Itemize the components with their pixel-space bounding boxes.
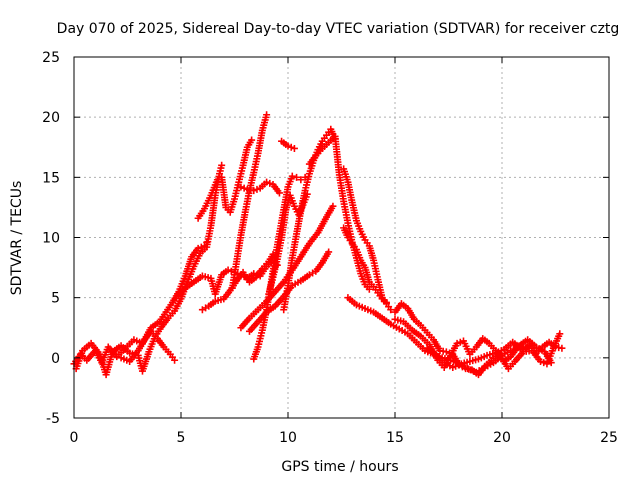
axes: 0 5 10 15 20 25 -5 0 5 10 15 20 25 xyxy=(42,50,618,446)
data-point xyxy=(194,244,202,252)
x-tick-label: 5 xyxy=(177,430,186,446)
data-points xyxy=(70,111,566,379)
series-sat-o xyxy=(305,132,373,293)
data-point xyxy=(248,136,256,144)
x-tick-label: 10 xyxy=(279,430,297,446)
data-point xyxy=(387,306,395,314)
data-point xyxy=(266,179,274,187)
data-point xyxy=(547,359,555,367)
data-point xyxy=(224,266,232,274)
data-point xyxy=(329,202,337,210)
data-point xyxy=(540,359,548,367)
data-point xyxy=(442,348,450,356)
y-tick-label: 20 xyxy=(42,110,60,126)
data-point xyxy=(297,176,305,184)
plot-frame xyxy=(73,56,610,419)
y-tick-label: 25 xyxy=(42,50,60,66)
series-sat-b xyxy=(72,161,226,379)
y-tick-label: 10 xyxy=(42,231,60,247)
data-point xyxy=(218,161,226,169)
data-point xyxy=(253,185,261,193)
x-tick-label: 25 xyxy=(600,430,618,446)
series-sat-f xyxy=(194,136,256,222)
data-point xyxy=(558,344,566,352)
x-tick-label: 20 xyxy=(493,430,511,446)
y-tick-label: 5 xyxy=(51,291,60,307)
data-point xyxy=(456,338,464,346)
y-axis-label: SDTVAR / TECUs xyxy=(9,181,25,296)
series-sat-g xyxy=(228,111,271,292)
chart-title: Day 070 of 2025, Sidereal Day-to-day VTE… xyxy=(57,21,620,37)
data-point xyxy=(325,248,333,256)
data-point xyxy=(365,285,373,293)
data-point xyxy=(293,173,301,181)
data-point xyxy=(290,144,298,152)
data-point xyxy=(284,142,292,150)
data-point xyxy=(227,267,235,275)
data-point xyxy=(275,189,283,197)
x-tick-label: 15 xyxy=(386,430,404,446)
data-point xyxy=(263,178,271,186)
series-sat-i xyxy=(237,202,337,332)
series-sat-t xyxy=(423,338,536,371)
series-sat-h xyxy=(237,178,283,197)
series-sat-c xyxy=(117,327,179,365)
data-point xyxy=(453,339,461,347)
data-point xyxy=(556,330,564,338)
data-point xyxy=(287,143,295,151)
data-point xyxy=(288,172,296,180)
data-point xyxy=(171,356,179,364)
y-tick-label: 0 xyxy=(51,351,60,367)
series-sat-l xyxy=(265,190,311,298)
data-point xyxy=(237,183,245,191)
x-axis-label: GPS time / hours xyxy=(281,459,398,475)
x-tick-label: 0 xyxy=(70,430,79,446)
data-point xyxy=(250,187,258,195)
series-sat-n xyxy=(278,137,298,152)
data-point xyxy=(537,357,545,365)
y-tick-label: -5 xyxy=(46,411,60,427)
data-point xyxy=(240,184,248,192)
series-sat-e xyxy=(198,250,277,314)
y-tick-label: 15 xyxy=(42,170,60,186)
data-point xyxy=(528,339,536,347)
data-point xyxy=(263,111,271,119)
